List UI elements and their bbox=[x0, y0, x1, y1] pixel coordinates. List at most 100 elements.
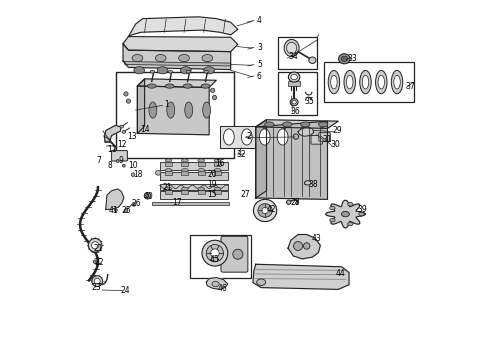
Ellipse shape bbox=[147, 84, 156, 88]
Ellipse shape bbox=[167, 102, 175, 118]
Ellipse shape bbox=[115, 209, 117, 212]
Ellipse shape bbox=[181, 187, 188, 190]
Polygon shape bbox=[256, 120, 267, 198]
Ellipse shape bbox=[92, 276, 102, 287]
Ellipse shape bbox=[132, 203, 136, 206]
Ellipse shape bbox=[362, 75, 368, 89]
Ellipse shape bbox=[283, 122, 292, 127]
Text: 16: 16 bbox=[215, 159, 225, 168]
Ellipse shape bbox=[287, 42, 296, 54]
Ellipse shape bbox=[181, 159, 188, 162]
Bar bbox=[324, 62, 414, 102]
Text: 32: 32 bbox=[237, 150, 246, 159]
Ellipse shape bbox=[214, 187, 221, 190]
Ellipse shape bbox=[330, 206, 335, 210]
Bar bbox=[214, 162, 221, 166]
Bar bbox=[160, 184, 228, 190]
Ellipse shape bbox=[211, 249, 219, 257]
Text: 34: 34 bbox=[289, 52, 298, 61]
Text: 3: 3 bbox=[257, 43, 262, 52]
Ellipse shape bbox=[303, 243, 310, 249]
Text: 39: 39 bbox=[358, 205, 368, 214]
Ellipse shape bbox=[342, 211, 349, 217]
Text: 25: 25 bbox=[122, 206, 131, 215]
Ellipse shape bbox=[146, 194, 149, 197]
Polygon shape bbox=[137, 79, 145, 134]
Text: 29: 29 bbox=[333, 126, 343, 135]
Ellipse shape bbox=[214, 168, 221, 172]
Ellipse shape bbox=[95, 278, 100, 284]
Bar bbox=[181, 190, 188, 194]
Text: 30: 30 bbox=[330, 140, 340, 149]
Text: 15: 15 bbox=[207, 190, 217, 199]
Text: 2: 2 bbox=[246, 132, 251, 141]
Text: 19: 19 bbox=[207, 180, 217, 189]
Ellipse shape bbox=[181, 168, 188, 172]
Ellipse shape bbox=[120, 125, 123, 128]
Ellipse shape bbox=[124, 209, 128, 212]
Polygon shape bbox=[137, 79, 216, 87]
Ellipse shape bbox=[344, 71, 355, 94]
Ellipse shape bbox=[165, 187, 172, 190]
Text: 13: 13 bbox=[127, 132, 137, 141]
Ellipse shape bbox=[204, 67, 215, 74]
Ellipse shape bbox=[202, 240, 228, 266]
Ellipse shape bbox=[124, 92, 128, 96]
Bar bbox=[289, 81, 300, 86]
Ellipse shape bbox=[301, 127, 304, 129]
Ellipse shape bbox=[258, 204, 272, 217]
Text: 26: 26 bbox=[131, 199, 141, 208]
Ellipse shape bbox=[331, 75, 337, 89]
FancyBboxPatch shape bbox=[112, 150, 127, 161]
Bar bbox=[220, 126, 295, 148]
Text: 14: 14 bbox=[141, 125, 150, 134]
Ellipse shape bbox=[212, 95, 217, 100]
Ellipse shape bbox=[328, 71, 340, 94]
Ellipse shape bbox=[304, 181, 311, 185]
Ellipse shape bbox=[155, 171, 161, 175]
Polygon shape bbox=[256, 121, 327, 199]
Polygon shape bbox=[104, 126, 122, 142]
Text: 41: 41 bbox=[108, 206, 118, 215]
Ellipse shape bbox=[150, 70, 155, 73]
Polygon shape bbox=[326, 200, 365, 228]
Ellipse shape bbox=[165, 159, 172, 162]
Polygon shape bbox=[106, 189, 124, 210]
Ellipse shape bbox=[300, 122, 310, 127]
Text: 21: 21 bbox=[162, 183, 172, 192]
Ellipse shape bbox=[122, 131, 125, 134]
Ellipse shape bbox=[320, 127, 323, 129]
Ellipse shape bbox=[277, 129, 288, 145]
Ellipse shape bbox=[157, 67, 168, 74]
Ellipse shape bbox=[186, 70, 191, 73]
Ellipse shape bbox=[198, 187, 205, 190]
FancyBboxPatch shape bbox=[221, 236, 248, 272]
Ellipse shape bbox=[378, 75, 385, 89]
Ellipse shape bbox=[339, 54, 350, 64]
Ellipse shape bbox=[88, 238, 102, 252]
Ellipse shape bbox=[134, 67, 145, 74]
Text: 17: 17 bbox=[172, 198, 182, 207]
Polygon shape bbox=[206, 278, 228, 289]
Text: 43: 43 bbox=[312, 234, 321, 243]
Ellipse shape bbox=[155, 54, 166, 62]
Ellipse shape bbox=[198, 159, 205, 162]
Polygon shape bbox=[288, 234, 320, 259]
Ellipse shape bbox=[287, 200, 291, 204]
Ellipse shape bbox=[294, 242, 302, 251]
Ellipse shape bbox=[341, 56, 347, 62]
Bar bbox=[160, 162, 228, 170]
Bar bbox=[165, 171, 172, 175]
Text: 28: 28 bbox=[291, 198, 300, 207]
Ellipse shape bbox=[149, 102, 157, 118]
Polygon shape bbox=[298, 127, 314, 136]
Text: 7: 7 bbox=[96, 157, 101, 166]
Ellipse shape bbox=[262, 207, 269, 213]
Ellipse shape bbox=[394, 75, 400, 89]
Text: 24: 24 bbox=[120, 286, 130, 295]
Text: 31: 31 bbox=[322, 135, 332, 144]
Ellipse shape bbox=[309, 57, 316, 63]
Text: 27: 27 bbox=[240, 190, 250, 199]
Text: 11: 11 bbox=[107, 145, 116, 154]
Ellipse shape bbox=[289, 72, 300, 82]
